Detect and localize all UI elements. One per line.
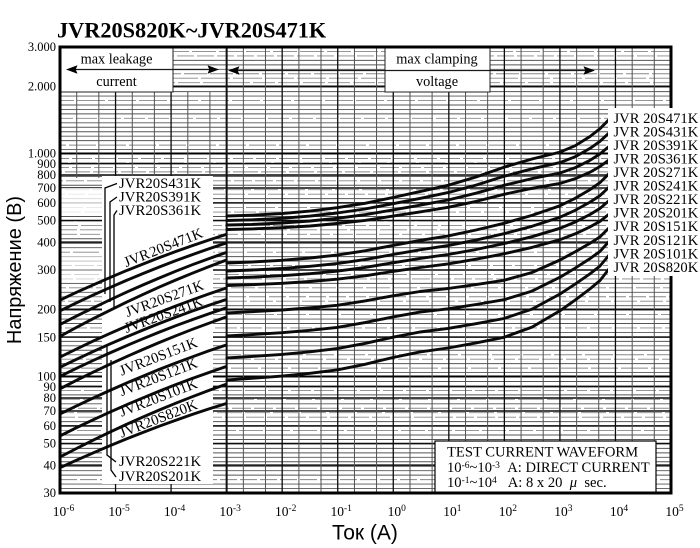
svg-text:JVR 20S221K: JVR 20S221K [614, 192, 699, 208]
svg-text:700: 700 [37, 181, 56, 195]
svg-text:90: 90 [44, 380, 57, 394]
svg-text:JVR20S221K: JVR20S221K [119, 454, 202, 470]
svg-text:JVR 20S101K: JVR 20S101K [614, 246, 699, 262]
svg-text:JVR20S201K: JVR20S201K [119, 469, 202, 485]
svg-text:current: current [96, 74, 137, 90]
svg-text:10-6~10-3 A: DIRECT CURRENT: 10-6~10-3 A: DIRECT CURRENT [447, 460, 650, 476]
svg-text:JVR 20S241K: JVR 20S241K [614, 179, 699, 195]
svg-text:100: 100 [37, 370, 56, 384]
svg-text:150: 150 [37, 330, 56, 344]
svg-text:JVR 20S431K: JVR 20S431K [614, 124, 699, 140]
svg-text:JVR 20S391K: JVR 20S391K [614, 138, 699, 154]
svg-text:TEST CURRENT WAVEFORM: TEST CURRENT WAVEFORM [447, 445, 638, 461]
svg-text:50: 50 [44, 437, 57, 451]
svg-text:Ток (A): Ток (A) [332, 522, 398, 545]
svg-text:JVR 20S471K: JVR 20S471K [614, 111, 699, 127]
svg-text:1.000: 1.000 [28, 147, 56, 161]
svg-text:500: 500 [37, 214, 56, 228]
svg-text:JVR 20S271K: JVR 20S271K [614, 165, 699, 181]
svg-text:3.000: 3.000 [28, 40, 56, 54]
svg-text:JVR 20S820K: JVR 20S820K [614, 260, 699, 276]
svg-text:JVR20S431K: JVR20S431K [119, 176, 202, 192]
svg-text:10-1~104 A: 8 x 20 μ sec.: 10-1~104 A: 8 x 20 μ sec. [447, 475, 607, 491]
svg-text:600: 600 [37, 196, 56, 210]
svg-text:JVR20S361K: JVR20S361K [119, 203, 202, 219]
svg-text:300: 300 [37, 263, 56, 277]
svg-text:80: 80 [44, 391, 57, 405]
svg-text:30: 30 [44, 486, 57, 500]
svg-text:200: 200 [37, 302, 56, 316]
svg-text:900: 900 [37, 157, 56, 171]
svg-text:70: 70 [44, 404, 57, 418]
svg-text:max leakage: max leakage [81, 52, 153, 68]
svg-text:60: 60 [44, 419, 57, 433]
svg-text:JVR 20S121K: JVR 20S121K [614, 233, 699, 249]
svg-text:JVR 20S151K: JVR 20S151K [614, 219, 699, 235]
svg-text:400: 400 [37, 235, 56, 249]
svg-text:JVR 20S201K: JVR 20S201K [614, 206, 699, 222]
svg-text:2.000: 2.000 [28, 79, 56, 93]
svg-text:JVR 20S361K: JVR 20S361K [614, 151, 699, 167]
svg-text:JVR20S391K: JVR20S391K [119, 190, 202, 206]
svg-text:max clamping: max clamping [396, 52, 477, 68]
svg-text:800: 800 [37, 168, 56, 182]
svg-text:JVR20S820K~JVR20S471K: JVR20S820K~JVR20S471K [57, 18, 327, 43]
svg-text:voltage: voltage [416, 74, 458, 90]
svg-text:Напряжение (В): Напряжение (В) [4, 196, 26, 344]
svg-text:40: 40 [44, 458, 57, 472]
